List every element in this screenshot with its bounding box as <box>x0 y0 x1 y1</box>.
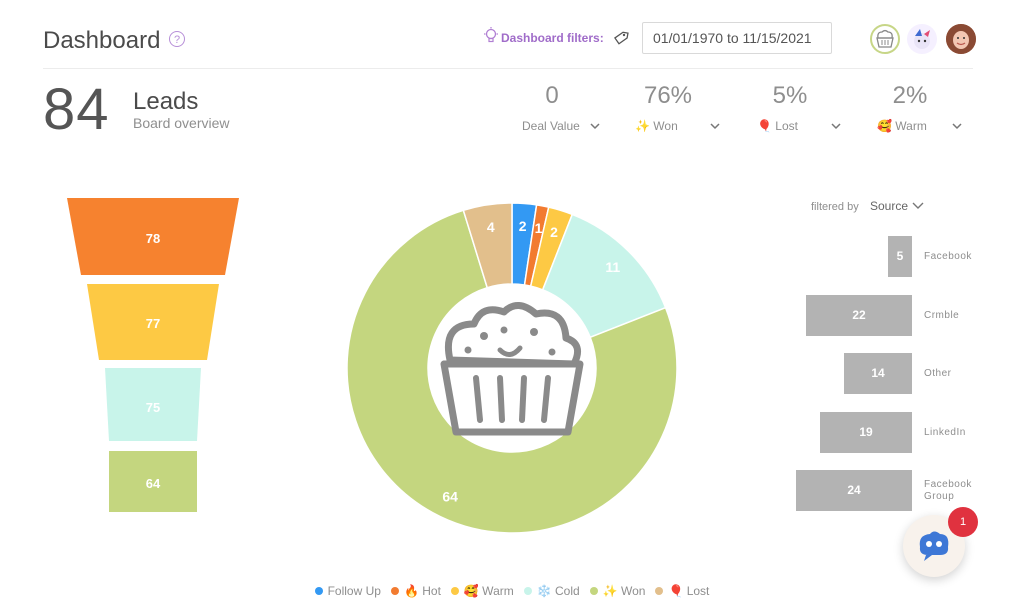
funnel-stage-4-value: 64 <box>145 476 161 491</box>
donut-label-lost: 4 <box>487 219 495 235</box>
source-bar[interactable]: 14 <box>844 353 912 394</box>
won-stat: 76% <box>643 82 693 109</box>
legend-label: 🎈 Lost <box>668 584 710 598</box>
page-title: Dashboard <box>43 27 161 54</box>
funnel-stage-1[interactable] <box>67 198 239 275</box>
funnel-chart <box>67 198 239 512</box>
dashboard-filters-label: Dashboard filters: <box>501 31 604 45</box>
source-bar[interactable]: 5 <box>888 236 912 277</box>
leads-label: Leads <box>133 88 199 115</box>
lost-label[interactable]: 🎈 Lost <box>757 119 798 133</box>
deal-value-stat: 0 <box>545 82 559 109</box>
source-filter-dropdown[interactable]: Source <box>870 199 925 213</box>
unicorn-avatar[interactable] <box>907 24 937 54</box>
warm-label[interactable]: 🥰 Warm <box>877 119 927 133</box>
date-range-input[interactable]: 01/01/1970 to 11/15/2021 <box>642 22 832 54</box>
donut-label-warm: 2 <box>550 224 558 240</box>
donut-label-hot: 1 <box>535 220 543 236</box>
source-bar-label: Other <box>924 368 952 379</box>
chat-bot-icon <box>919 531 949 561</box>
balloon-icon: 🎈 <box>757 119 772 133</box>
source-bar-label: Facebook Group <box>924 479 972 502</box>
donut-slice-lost[interactable] <box>462 202 513 289</box>
source-bar[interactable]: 19 <box>820 411 912 453</box>
legend-item[interactable]: 🔥 Hot <box>390 584 441 598</box>
chart-legend: Follow Up 🔥 Hot 🥰 Warm ❄️ Cold ✨ Won 🎈 Lost <box>0 584 1024 598</box>
smiling-hearts-icon: 🥰 <box>877 119 892 133</box>
legend-item[interactable]: ❄️ Cold <box>523 584 580 598</box>
legend-item[interactable]: ✨ Won <box>589 584 646 598</box>
muffin-icon <box>440 302 584 436</box>
legend-label: 🥰 Warm <box>463 584 514 598</box>
legend-dot <box>655 587 664 595</box>
legend-label: 🔥 Hot <box>403 584 441 598</box>
legend-label: ❄️ Cold <box>536 584 580 598</box>
tag-icon[interactable] <box>613 30 629 46</box>
filtered-by-label: filtered by <box>811 201 859 213</box>
funnel-stage-3[interactable] <box>105 368 201 441</box>
legend-label: ✨ Won <box>602 584 646 598</box>
donut-slice-won[interactable] <box>346 209 678 534</box>
board-overview-subtitle: Board overview <box>133 115 230 131</box>
funnel-stage-2[interactable] <box>87 284 219 360</box>
won-label[interactable]: ✨ Won <box>635 119 678 133</box>
legend-item[interactable]: 🎈 Lost <box>655 584 709 598</box>
user-photo-avatar[interactable] <box>946 24 976 54</box>
chevron-down-icon <box>912 202 924 209</box>
muffin-avatar[interactable] <box>870 24 900 54</box>
status-donut-chart: 2 1 2 11 64 4 <box>346 202 678 534</box>
deal-value-label[interactable]: Deal Value <box>522 119 580 133</box>
funnel-stage-2-value: 77 <box>145 316 161 331</box>
lost-stat: 5% <box>772 82 808 109</box>
legend-dot <box>390 587 399 595</box>
funnel-stage-1-value: 78 <box>145 231 161 246</box>
source-bar-label: Facebook <box>924 251 972 262</box>
lead-count: 84 <box>43 77 110 142</box>
funnel-stage-4[interactable] <box>109 451 197 512</box>
notification-badge[interactable]: 1 <box>948 507 978 537</box>
source-bar[interactable]: 22 <box>806 294 912 336</box>
sparkles-icon: ✨ <box>635 119 650 133</box>
legend-dot <box>450 587 459 595</box>
legend-item[interactable]: Follow Up <box>314 584 381 598</box>
source-bar-label: LinkedIn <box>924 426 966 438</box>
warm-stat: 2% <box>892 82 928 109</box>
source-bar[interactable]: 24 <box>796 470 912 511</box>
legend-label: Follow Up <box>327 584 381 598</box>
source-bar-label: Crmble <box>924 309 960 321</box>
legend-dot <box>314 587 323 595</box>
chevron-down-icon[interactable] <box>951 120 963 132</box>
chevron-down-icon[interactable] <box>589 120 601 132</box>
legend-dot <box>523 587 532 595</box>
question-circle-icon[interactable]: ? <box>169 31 185 47</box>
legend-dot <box>589 587 598 595</box>
lightbulb-icon <box>484 27 498 43</box>
legend-item[interactable]: 🥰 Warm <box>450 584 514 598</box>
donut-label-won: 64 <box>442 488 458 504</box>
chevron-down-icon[interactable] <box>709 120 721 132</box>
chevron-down-icon[interactable] <box>830 120 842 132</box>
header-divider <box>43 68 973 69</box>
donut-label-cold: 11 <box>605 259 620 275</box>
funnel-stage-3-value: 75 <box>145 400 161 415</box>
donut-label-follow-up: 2 <box>519 218 527 234</box>
